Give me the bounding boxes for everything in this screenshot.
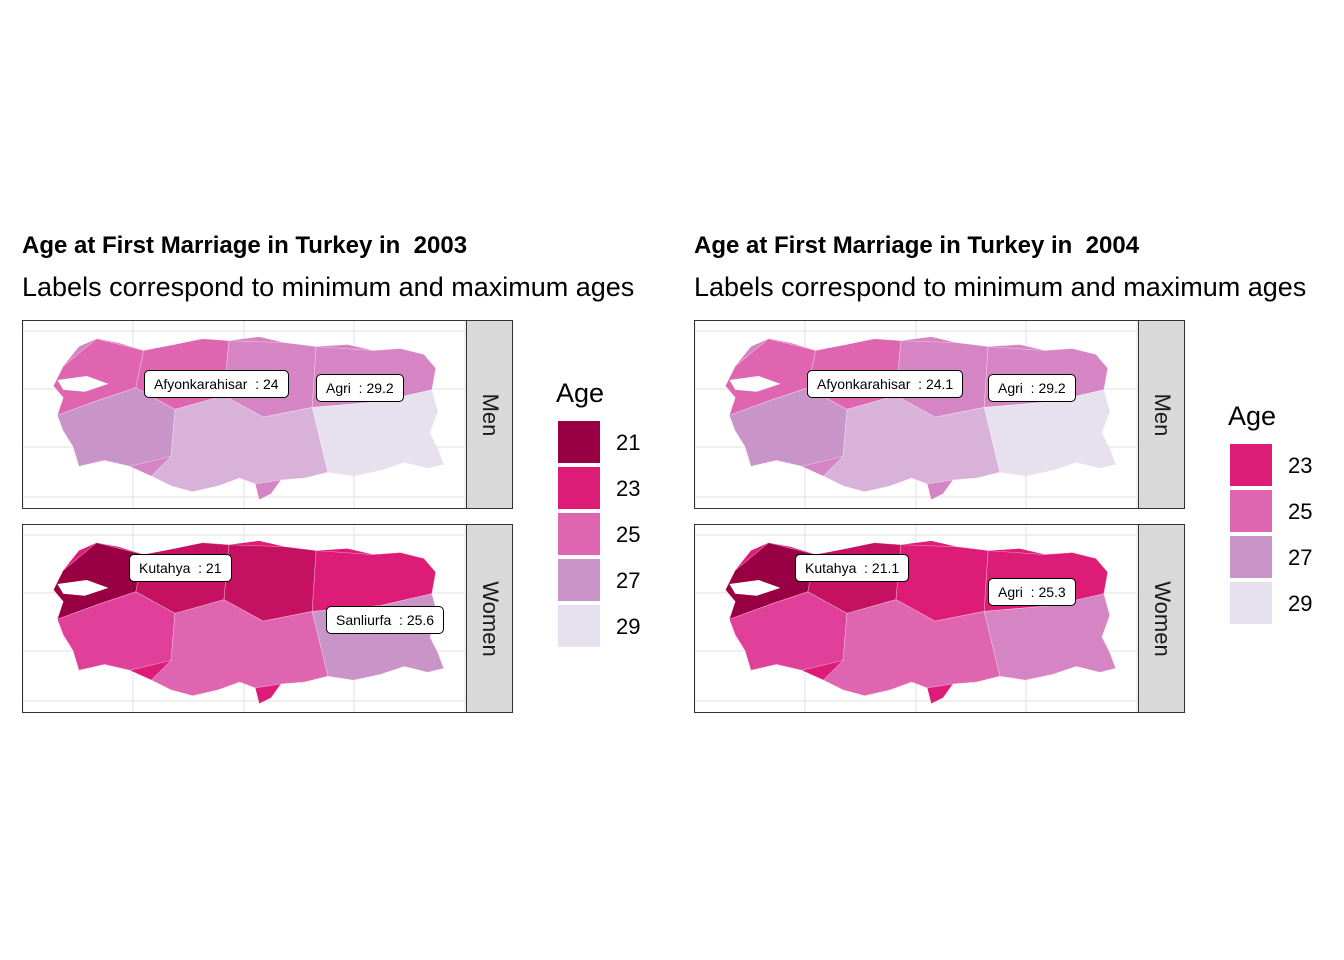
turkey-choropleth-map — [695, 321, 1138, 508]
map-label-min: Afyonkarahisar : 24 — [144, 370, 289, 398]
legend-swatch — [1230, 444, 1272, 486]
legend-label: 21 — [616, 430, 641, 455]
plot-title: Age at First Marriage in Turkey in 2004 — [694, 232, 1140, 259]
plot-title: Age at First Marriage in Turkey in 2003 — [22, 232, 468, 259]
sea-of-marmara — [729, 376, 781, 392]
legend-item: 21 — [556, 421, 640, 467]
turkey-choropleth-map — [695, 525, 1138, 712]
legend-item: 29 — [1228, 582, 1312, 628]
map-panel-2004: Age at First Marriage in Turkey in 2004 … — [672, 0, 1344, 960]
legend-item: 27 — [1228, 536, 1312, 582]
facet-strip: Men — [1138, 320, 1185, 509]
plot-subtitle: Labels correspond to minimum and maximum… — [694, 272, 1307, 302]
legend-item: 29 — [556, 605, 640, 651]
sea-of-marmara — [57, 376, 109, 392]
color-legend: Age 23 25 27 29 — [1228, 401, 1312, 628]
facet-men: Afyonkarahisar : 24.1 Agri : 29.2 Men — [694, 320, 1185, 509]
legend-item: 25 — [556, 513, 640, 559]
province-region — [150, 599, 329, 696]
color-legend: Age 21 23 25 27 29 — [556, 378, 640, 651]
map-panel-2003: Age at First Marriage in Turkey in 2003 … — [22, 232, 640, 713]
facet-men: Afyonkarahisar : 24 Agri : 29.2 Men — [22, 320, 513, 509]
turkey-choropleth-map — [23, 321, 466, 508]
legend-label: 29 — [616, 614, 641, 639]
map-area: Afyonkarahisar : 24 Agri : 29.2 — [22, 320, 467, 509]
legend-label: 27 — [616, 568, 641, 593]
map-label-min: Kutahya : 21 — [129, 554, 232, 582]
legend-swatch — [558, 513, 600, 555]
map-area: Afyonkarahisar : 24.1 Agri : 29.2 — [694, 320, 1139, 509]
legend-swatch — [1230, 582, 1272, 624]
map-area: Kutahya : 21.1 Agri : 25.3 — [694, 524, 1139, 713]
facet-strip-label: Women — [477, 580, 503, 657]
legend-title: Age — [1228, 401, 1277, 431]
legend-label: 29 — [1288, 591, 1313, 616]
legend-item: 23 — [556, 467, 640, 513]
facet-strip: Women — [466, 524, 513, 713]
map-label-max: Agri : 25.3 — [988, 578, 1076, 606]
map-label-max: Sanliurfa : 25.6 — [326, 606, 445, 634]
sea-of-marmara — [57, 580, 109, 596]
legend-swatch — [558, 421, 600, 463]
legend-label: 25 — [1288, 499, 1313, 524]
legend-label: 23 — [616, 476, 641, 501]
facet-strip-label: Men — [477, 393, 503, 436]
legend-label: 23 — [1288, 453, 1313, 478]
facet-women: Kutahya : 21 Sanliurfa : 25.6 Women — [22, 524, 513, 713]
sea-of-marmara — [729, 580, 781, 596]
legend-label: 27 — [1288, 545, 1313, 570]
facet-strip: Men — [466, 320, 513, 509]
legend-swatch — [558, 467, 600, 509]
province-region — [822, 599, 1001, 696]
map-label-min: Kutahya : 21.1 — [795, 554, 910, 582]
facet-strip: Women — [1138, 524, 1185, 713]
map-label-min: Afyonkarahisar : 24.1 — [807, 370, 964, 398]
facet-strip-label: Men — [1149, 393, 1175, 436]
map-area: Kutahya : 21 Sanliurfa : 25.6 — [22, 524, 467, 713]
plot-subtitle: Labels correspond to minimum and maximum… — [22, 272, 635, 302]
province-region — [311, 389, 444, 477]
map-label-max: Agri : 29.2 — [988, 374, 1076, 402]
legend-item: 25 — [1228, 490, 1312, 536]
facet-women: Kutahya : 21.1 Agri : 25.3 Women — [694, 524, 1185, 713]
map-label-max: Agri : 29.2 — [316, 374, 404, 402]
legend-swatch — [1230, 536, 1272, 578]
province-region — [822, 395, 1001, 492]
legend-swatch — [1230, 490, 1272, 532]
legend-label: 25 — [616, 522, 641, 547]
province-region — [150, 395, 329, 492]
legend-title: Age — [556, 378, 605, 408]
legend-item: 27 — [556, 559, 640, 605]
legend-swatch — [558, 605, 600, 647]
facet-strip-label: Women — [1149, 580, 1175, 657]
legend-item: 23 — [1228, 444, 1312, 490]
legend-swatch — [558, 559, 600, 601]
